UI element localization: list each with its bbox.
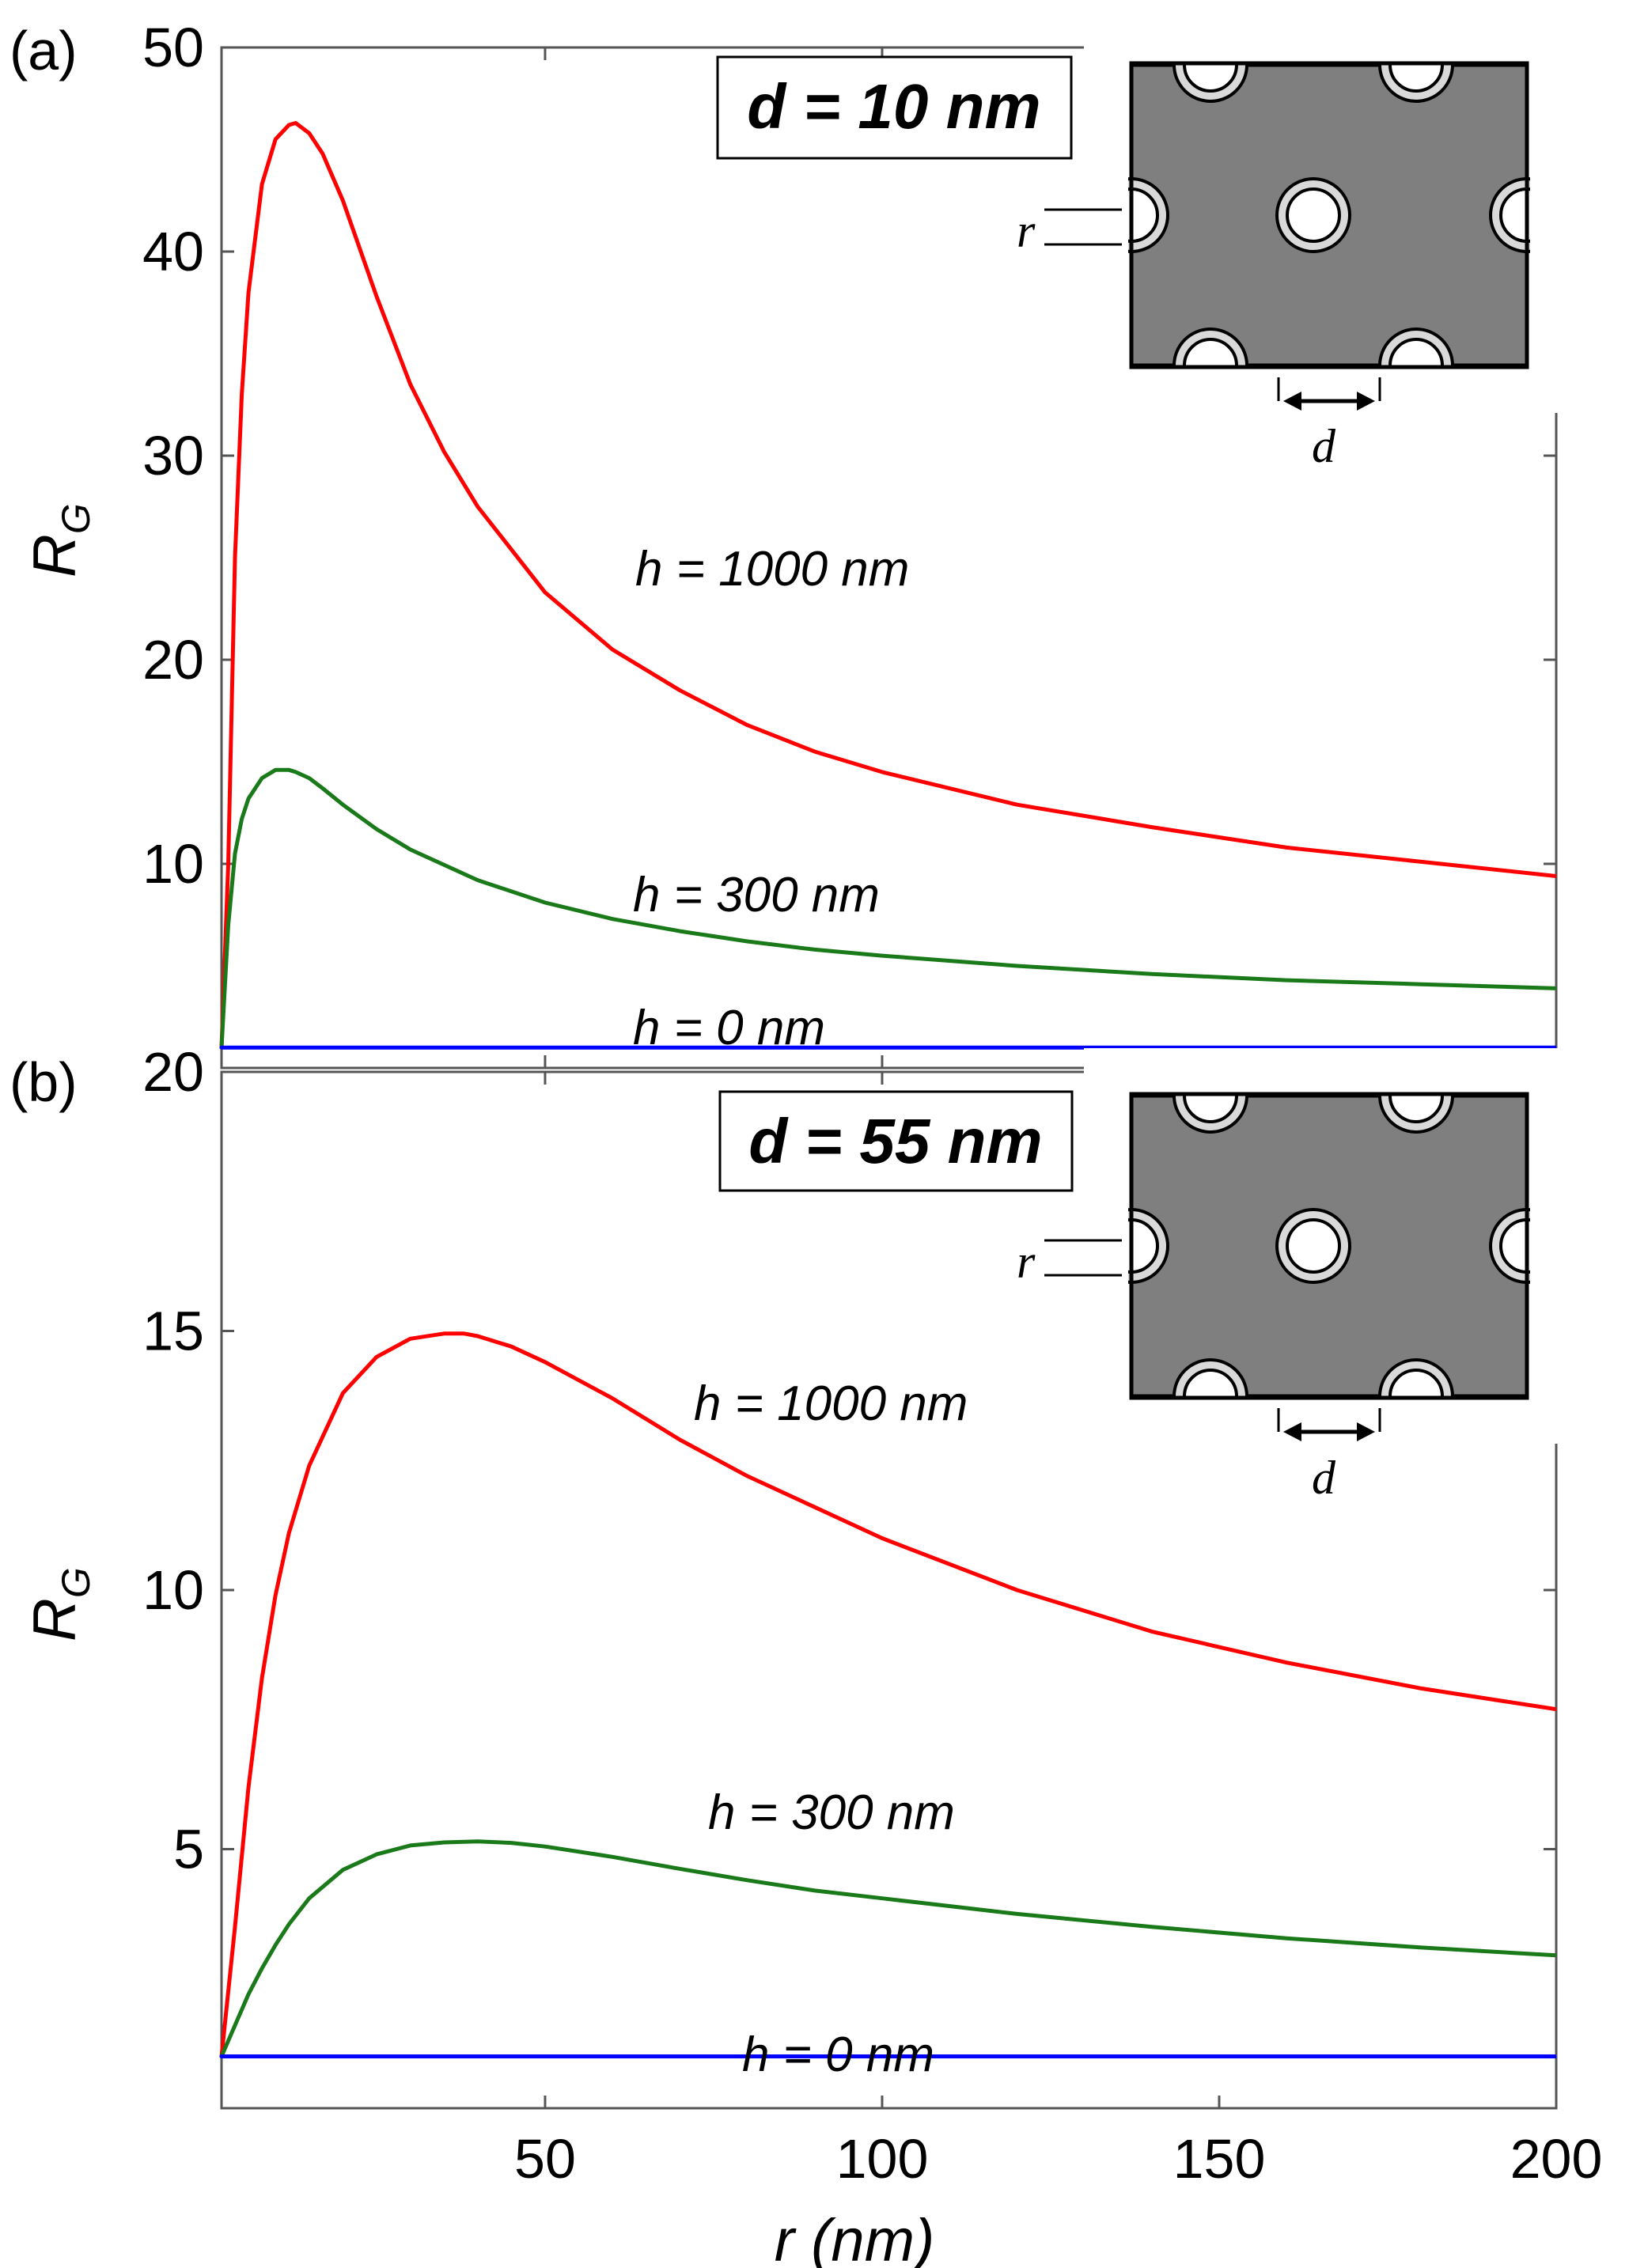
panel-b-y-axis-main: R bbox=[21, 1598, 89, 1641]
panel-b: 5 10 15 20 50 100 150 200 (b) RG d = 55 nm h = … bbox=[9, 1041, 1602, 2268]
panel-a-series-line-0 bbox=[219, 121, 1556, 1050]
panel-a-label-h0: h = 0 nm bbox=[633, 1001, 825, 1055]
panel-b-ytick-label: 5 bbox=[173, 1819, 204, 1880]
panel-a-y-axis-label: RG bbox=[21, 503, 98, 577]
panel-b-label: (b) bbox=[9, 1051, 78, 1113]
panel-a-y-axis-sub: G bbox=[54, 503, 98, 534]
panel-a-ytick-label: 30 bbox=[142, 425, 204, 487]
panel-a-label-h1000: h = 1000 nm bbox=[635, 542, 909, 596]
panel-b-inset-diagram bbox=[1044, 1048, 1574, 1444]
panel-b-box: d = 55 nm bbox=[718, 1090, 1074, 1192]
panel-a-y-axis-main: R bbox=[21, 534, 89, 577]
panel-b-y-axis-sub: G bbox=[54, 1567, 98, 1598]
panel-a-inset-d-label: d bbox=[1312, 420, 1336, 472]
panel-b-ticks: 5 10 15 20 50 100 150 200 bbox=[142, 1041, 1602, 2190]
panel-a-box-frame bbox=[716, 55, 1073, 160]
panel-b-xtick-label: 200 bbox=[1510, 2128, 1603, 2190]
panel-b-ytick-label: 20 bbox=[142, 1041, 204, 1103]
inset-mask-right bbox=[1530, 1092, 1574, 1403]
inset-mask-bottom bbox=[1084, 369, 1574, 413]
panel-b-box-label: d = 55 nm bbox=[748, 1106, 1042, 1176]
panel-b-box-frame bbox=[718, 1090, 1074, 1192]
panel-a-ytick-label: 10 bbox=[142, 833, 204, 895]
inset-mask-bottom bbox=[1084, 1399, 1574, 1444]
panel-b-inset-r-label: r bbox=[1017, 1236, 1036, 1288]
inset-d-arrow-left-head bbox=[1283, 1422, 1301, 1441]
panel-b-xtick-label: 100 bbox=[836, 2128, 929, 2190]
inset-mask-right bbox=[1530, 62, 1574, 372]
panel-b-inset-d-label: d bbox=[1312, 1452, 1336, 1504]
panel-a-series-line-1 bbox=[219, 767, 1556, 1050]
inset-mask-left bbox=[1084, 1092, 1128, 1403]
panel-b-label-h1000: h = 1000 nm bbox=[694, 1376, 968, 1431]
inset-hole bbox=[1286, 187, 1341, 243]
inset-d-arrow-left-head bbox=[1283, 392, 1301, 411]
panel-a-label-h300: h = 300 nm bbox=[633, 868, 880, 922]
panel-a-box: d = 10 nm bbox=[716, 55, 1073, 160]
panel-b-xtick-label: 150 bbox=[1173, 2128, 1266, 2190]
x-axis-label: r (nm) bbox=[775, 2207, 935, 2268]
inset-border bbox=[1129, 61, 1529, 369]
inset-mask-top bbox=[1084, 17, 1574, 62]
panel-a-inset: r d bbox=[1017, 17, 1574, 472]
panel-a-ytick-label: 20 bbox=[142, 629, 204, 691]
panel-b-y-axis-label: RG bbox=[21, 1567, 98, 1641]
inset-mask-top bbox=[1084, 1048, 1574, 1092]
panel-b-series-line-0 bbox=[219, 1331, 1556, 2058]
panel-b-series-line-1 bbox=[219, 1839, 1556, 2058]
inset-d-arrow-right-head bbox=[1357, 1422, 1375, 1441]
panel-a-label: (a) bbox=[9, 20, 78, 81]
panel-a-inset-r-label: r bbox=[1017, 205, 1036, 257]
panel-a-ytick-label: 50 bbox=[142, 17, 204, 78]
panel-a-inset-diagram bbox=[1044, 17, 1574, 413]
panel-a-curves bbox=[219, 121, 1556, 1050]
panel-b-curves bbox=[219, 1331, 1556, 2058]
panel-b-inset: r d bbox=[1017, 1048, 1574, 1504]
inset-border bbox=[1129, 1092, 1529, 1400]
panel-a-frame bbox=[220, 46, 1558, 1070]
inset-mask-left bbox=[1084, 62, 1128, 372]
panel-a-ytick-label: 40 bbox=[142, 221, 204, 282]
inset-hole bbox=[1286, 1218, 1341, 1274]
panel-b-xtick-label: 50 bbox=[514, 2128, 576, 2190]
panel-a-box-label: d = 10 nm bbox=[747, 71, 1040, 142]
panel-b-label-h0: h = 0 nm bbox=[742, 2028, 934, 2082]
panel-b-label-h300: h = 300 nm bbox=[708, 1785, 955, 1840]
panel-b-ytick-label: 15 bbox=[142, 1301, 204, 1362]
panel-b-ytick-label: 10 bbox=[142, 1559, 204, 1621]
inset-d-arrow-right-head bbox=[1357, 392, 1375, 411]
